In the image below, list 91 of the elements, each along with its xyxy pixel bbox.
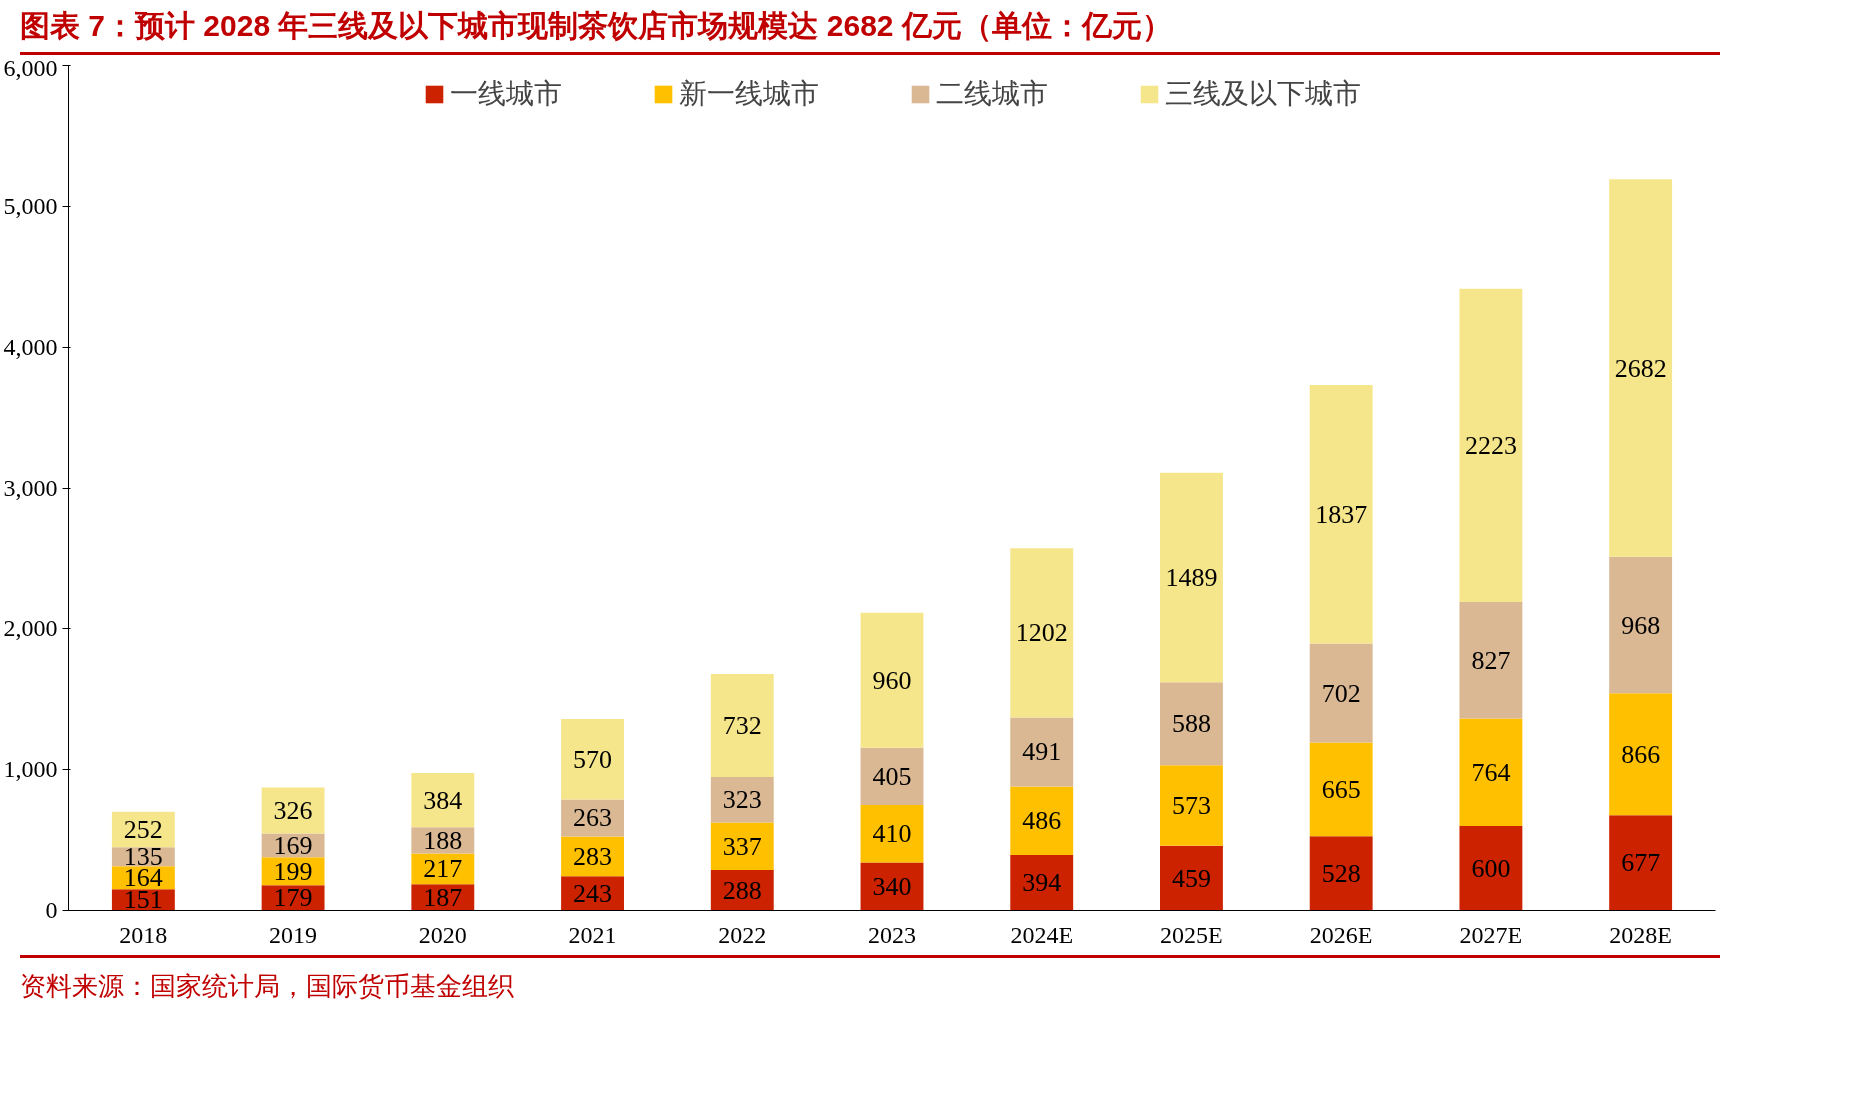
data-label: 243 <box>573 878 613 908</box>
y-tick-label: 5,000 <box>3 192 58 219</box>
data-label: 1837 <box>1315 499 1368 529</box>
text: 资料来源：国家统计局，国际货币基金组织 <box>20 970 514 1003</box>
y-tick-label: 4,000 <box>3 333 58 360</box>
y-tick-label: 3,000 <box>3 474 58 501</box>
bar <box>1609 556 1673 694</box>
x-tick-label: 2023 <box>868 921 916 948</box>
bar <box>1459 288 1523 602</box>
bar <box>1160 472 1223 683</box>
data-label: 732 <box>722 710 762 740</box>
bar <box>1010 547 1074 718</box>
data-label: 677 <box>1621 848 1661 878</box>
data-label: 764 <box>1471 757 1511 787</box>
y-tick-label: 6,000 <box>3 54 58 81</box>
bar <box>411 772 475 827</box>
y-tick-label: 1,000 <box>3 756 58 783</box>
legend-label: 新一线城市 <box>678 76 819 111</box>
x-tick-label: 2020 <box>418 921 467 948</box>
data-label: 179 <box>273 883 313 913</box>
bar <box>1609 815 1673 911</box>
data-label: 263 <box>573 803 613 833</box>
x-tick-label: 2019 <box>269 921 318 948</box>
data-label: 702 <box>1321 678 1361 708</box>
y-tick-label: 2,000 <box>3 615 58 642</box>
data-label: 340 <box>872 871 912 901</box>
data-label: 394 <box>1022 868 1062 898</box>
bar <box>860 612 924 748</box>
data-label: 827 <box>1471 645 1511 675</box>
data-label: 600 <box>1471 853 1511 883</box>
legend-label: 一线城市 <box>449 76 562 111</box>
data-label: 968 <box>1621 610 1661 640</box>
x-tick-label: 2021 <box>568 921 617 948</box>
data-label: 528 <box>1321 858 1361 888</box>
x-tick-label: 2028E <box>1609 921 1672 948</box>
data-label: 151 <box>123 885 163 915</box>
bar <box>1160 765 1223 846</box>
x-tick-label: 2024E <box>1010 921 1074 948</box>
bar <box>1309 643 1373 743</box>
bar <box>1160 845 1223 911</box>
data-label: 665 <box>1321 774 1361 804</box>
x-tick-label: 2022 <box>718 921 767 948</box>
bar <box>1010 717 1074 787</box>
data-label: 960 <box>872 665 912 695</box>
chart-title: 图表 7：预计 2028 年三线及以下城市现制茶饮店市场规模达 2682 亿元（单位：亿元） <box>20 8 1172 44</box>
data-label: 486 <box>1022 806 1062 836</box>
bar <box>860 747 924 805</box>
data-label: 410 <box>872 819 912 849</box>
bar <box>1459 825 1523 911</box>
bar <box>860 804 924 863</box>
x-tick-label: 2018 <box>119 921 168 948</box>
legend-label: 三线及以下城市 <box>1164 76 1361 111</box>
data-label: 187 <box>423 882 463 912</box>
data-label: 188 <box>423 825 463 855</box>
bar <box>1609 693 1673 815</box>
data-label: 337 <box>722 831 762 861</box>
bar <box>561 718 624 800</box>
data-label: 1489 <box>1165 562 1218 592</box>
data-label: 2223 <box>1464 430 1517 460</box>
legend-label: 二线城市 <box>935 76 1048 111</box>
bar <box>1309 742 1373 836</box>
bar <box>1010 854 1074 911</box>
bar <box>1309 384 1373 644</box>
bar <box>710 673 774 777</box>
x-tick-label: 2026E <box>1309 921 1373 948</box>
data-label: 2682 <box>1614 353 1667 383</box>
data-label: 588 <box>1171 709 1211 739</box>
bar <box>1160 682 1223 765</box>
bar <box>1459 601 1523 719</box>
data-label: 570 <box>573 744 613 774</box>
data-label: 459 <box>1171 863 1211 893</box>
data-label: 323 <box>722 785 762 815</box>
data-label: 384 <box>423 785 463 815</box>
data-label: 866 <box>1621 739 1661 769</box>
data-label: 491 <box>1022 737 1062 767</box>
data-label: 405 <box>872 761 912 791</box>
data-label: 326 <box>273 795 313 825</box>
data-label: 217 <box>423 854 463 884</box>
bar <box>1309 835 1373 911</box>
y-tick-label: 0 <box>45 896 58 923</box>
x-tick-label: 2027E <box>1459 921 1523 948</box>
bar <box>1459 718 1523 826</box>
bar <box>1010 786 1074 855</box>
data-label: 252 <box>123 814 163 844</box>
data-label: 283 <box>573 841 613 871</box>
x-tick-label: 2025E <box>1160 921 1223 948</box>
bar <box>1609 179 1673 557</box>
data-label: 288 <box>722 875 762 905</box>
data-label: 1202 <box>1015 618 1068 648</box>
data-label: 573 <box>1171 790 1211 820</box>
bar <box>710 822 774 870</box>
